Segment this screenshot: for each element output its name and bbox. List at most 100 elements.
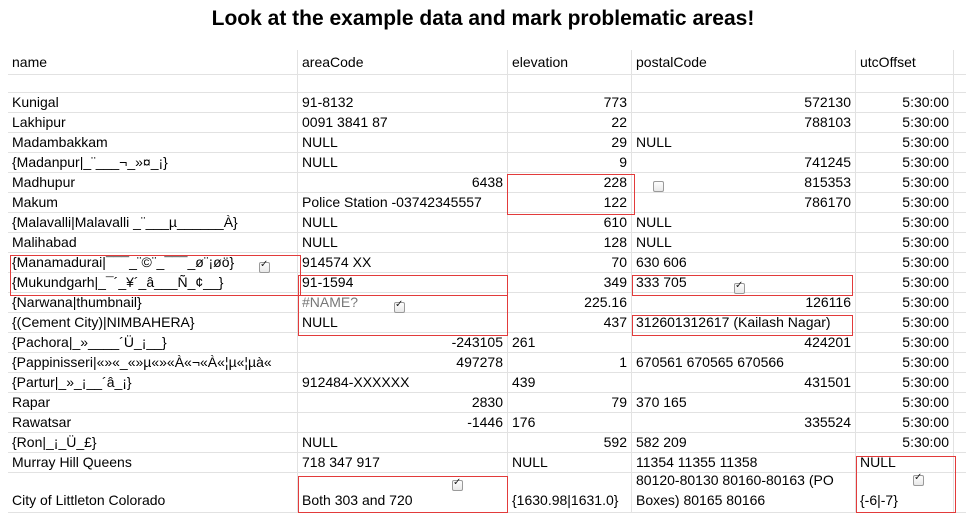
cell-utc-offset[interactable]: 5:30:00 [856, 352, 954, 372]
checked-checkbox[interactable] [913, 472, 924, 486]
cell-name[interactable]: Madambakkam [8, 132, 298, 152]
cell-elevation[interactable]: 9 [508, 152, 632, 172]
cell-name[interactable]: {Manamadurai|¯¯¯_¨©¨_¯¯¯_ø¨¡øö} [8, 252, 298, 272]
cell-area-code[interactable]: NULL [298, 152, 508, 172]
cell-elevation[interactable]: 128 [508, 232, 632, 252]
cell-postal-code[interactable]: 582 209 [632, 432, 856, 452]
cell-area-code[interactable]: NULL [298, 212, 508, 232]
cell-name[interactable]: Rapar [8, 392, 298, 412]
cell-utc-offset[interactable]: 5:30:00 [856, 292, 954, 312]
checked-checkbox[interactable] [452, 477, 463, 491]
cell-postal-code[interactable]: 80120-80130 80160-80163 (PO Boxes) 80165… [632, 472, 856, 512]
column-header-utc-offset[interactable]: utcOffset [856, 50, 954, 74]
cell-elevation[interactable]: 122 [508, 192, 632, 212]
cell-utc-offset[interactable]: 5:30:00 [856, 392, 954, 412]
cell-area-code[interactable]: NULL [298, 432, 508, 452]
cell-utc-offset[interactable]: 5:30:00 [856, 232, 954, 252]
cell-utc-offset[interactable]: NULL [856, 452, 954, 472]
cell-utc-offset[interactable]: 5:30:00 [856, 332, 954, 352]
cell-name[interactable]: {Ron|_¡_Ü_£} [8, 432, 298, 452]
cell-area-code[interactable]: 0091 3841 87 [298, 112, 508, 132]
cell-area-code[interactable]: NULL [298, 232, 508, 252]
cell-postal-code[interactable]: 788103 [632, 112, 856, 132]
column-header-name[interactable]: name [8, 50, 298, 74]
cell-area-code[interactable]: Both 303 and 720 [298, 472, 508, 512]
cell-area-code[interactable]: 718 347 917 [298, 452, 508, 472]
cell-utc-offset[interactable]: 5:30:00 [856, 112, 954, 132]
cell-postal-code[interactable]: 335524 [632, 412, 856, 432]
cell-elevation[interactable]: 176 [508, 412, 632, 432]
checked-checkbox[interactable] [394, 299, 405, 313]
empty-cell[interactable] [632, 74, 856, 92]
empty-cell[interactable] [298, 74, 508, 92]
cell-elevation[interactable]: 79 [508, 392, 632, 412]
cell-elevation[interactable]: 261 [508, 332, 632, 352]
cell-elevation[interactable]: 437 [508, 312, 632, 332]
cell-utc-offset[interactable]: 5:30:00 [856, 432, 954, 452]
cell-utc-offset[interactable]: 5:30:00 [856, 272, 954, 292]
cell-utc-offset[interactable]: 5:30:00 [856, 152, 954, 172]
cell-elevation[interactable]: NULL [508, 452, 632, 472]
cell-name[interactable]: Makum [8, 192, 298, 212]
cell-elevation[interactable]: 70 [508, 252, 632, 272]
cell-elevation[interactable]: 773 [508, 92, 632, 112]
empty-cell[interactable] [856, 74, 954, 92]
cell-name[interactable]: {Malavalli|Malavalli _¨___µ______À} [8, 212, 298, 232]
cell-area-code[interactable]: 91-1594 [298, 272, 508, 292]
cell-postal-code[interactable]: 333 705 [632, 272, 856, 292]
cell-area-code[interactable]: NULL [298, 132, 508, 152]
cell-name[interactable]: Rawatsar [8, 412, 298, 432]
cell-name[interactable]: {Madanpur|_¨___¬_»¤_¡} [8, 152, 298, 172]
empty-cell[interactable] [508, 74, 632, 92]
cell-elevation[interactable]: 22 [508, 112, 632, 132]
cell-name[interactable]: Malihabad [8, 232, 298, 252]
cell-utc-offset[interactable]: 5:30:00 [856, 212, 954, 232]
checked-checkbox[interactable] [734, 280, 745, 294]
cell-area-code[interactable]: 2830 [298, 392, 508, 412]
checkbox[interactable] [653, 181, 664, 192]
empty-cell[interactable] [8, 74, 298, 92]
cell-utc-offset[interactable]: 5:30:00 [856, 312, 954, 332]
cell-area-code[interactable]: 497278 [298, 352, 508, 372]
cell-name[interactable]: {Pachora|_»____´Ü_¡__} [8, 332, 298, 352]
cell-postal-code[interactable]: NULL [632, 232, 856, 252]
cell-postal-code[interactable]: 312601312617 (Kailash Nagar) [632, 312, 856, 332]
cell-elevation[interactable]: 225.16 [508, 292, 632, 312]
cell-postal-code[interactable]: 370 165 [632, 392, 856, 412]
cell-postal-code[interactable]: 424201 [632, 332, 856, 352]
cell-area-code[interactable]: Police Station -03742345557 [298, 192, 508, 212]
column-header-area-code[interactable]: areaCode [298, 50, 508, 74]
cell-utc-offset[interactable]: 5:30:00 [856, 252, 954, 272]
cell-elevation[interactable]: {1630.98|1631.0} [508, 472, 632, 512]
cell-elevation[interactable]: 610 [508, 212, 632, 232]
checked-checkbox[interactable] [259, 259, 270, 273]
cell-name[interactable]: Murray Hill Queens [8, 452, 298, 472]
cell-elevation[interactable]: 439 [508, 372, 632, 392]
cell-utc-offset[interactable]: 5:30:00 [856, 412, 954, 432]
cell-postal-code[interactable]: 431501 [632, 372, 856, 392]
cell-postal-code[interactable]: 126116 [632, 292, 856, 312]
cell-utc-offset[interactable]: 5:30:00 [856, 132, 954, 152]
cell-postal-code[interactable]: 572130 [632, 92, 856, 112]
cell-elevation[interactable]: 349 [508, 272, 632, 292]
cell-name[interactable]: {Pappinisseri|«»«_«»µ«»«À«¬«À«¦µ«¦µà« [8, 352, 298, 372]
cell-name[interactable]: {Partur|_»_¡__´â_¡} [8, 372, 298, 392]
cell-utc-offset[interactable]: {-6|-7} [856, 472, 954, 512]
cell-elevation[interactable]: 29 [508, 132, 632, 152]
cell-postal-code[interactable]: 815353 [632, 172, 856, 192]
cell-name[interactable]: {Mukundgarh|_¯´_¥´_â___Ñ_¢__} [8, 272, 298, 292]
cell-area-code[interactable]: 914574 XX [298, 252, 508, 272]
cell-area-code[interactable]: 6438 [298, 172, 508, 192]
cell-name[interactable]: {Narwana|thumbnail} [8, 292, 298, 312]
cell-utc-offset[interactable]: 5:30:00 [856, 192, 954, 212]
cell-utc-offset[interactable]: 5:30:00 [856, 372, 954, 392]
cell-name[interactable]: Kunigal [8, 92, 298, 112]
cell-elevation[interactable]: 592 [508, 432, 632, 452]
cell-elevation[interactable]: 228 [508, 172, 632, 192]
column-header-postal-code[interactable]: postalCode [632, 50, 856, 74]
cell-area-code[interactable]: 91-8132 [298, 92, 508, 112]
cell-postal-code[interactable]: 670561 670565 670566 [632, 352, 856, 372]
cell-name[interactable]: City of Littleton Colorado [8, 472, 298, 512]
cell-postal-code[interactable]: 11354 11355 11358 [632, 452, 856, 472]
cell-area-code[interactable]: -243105 [298, 332, 508, 352]
